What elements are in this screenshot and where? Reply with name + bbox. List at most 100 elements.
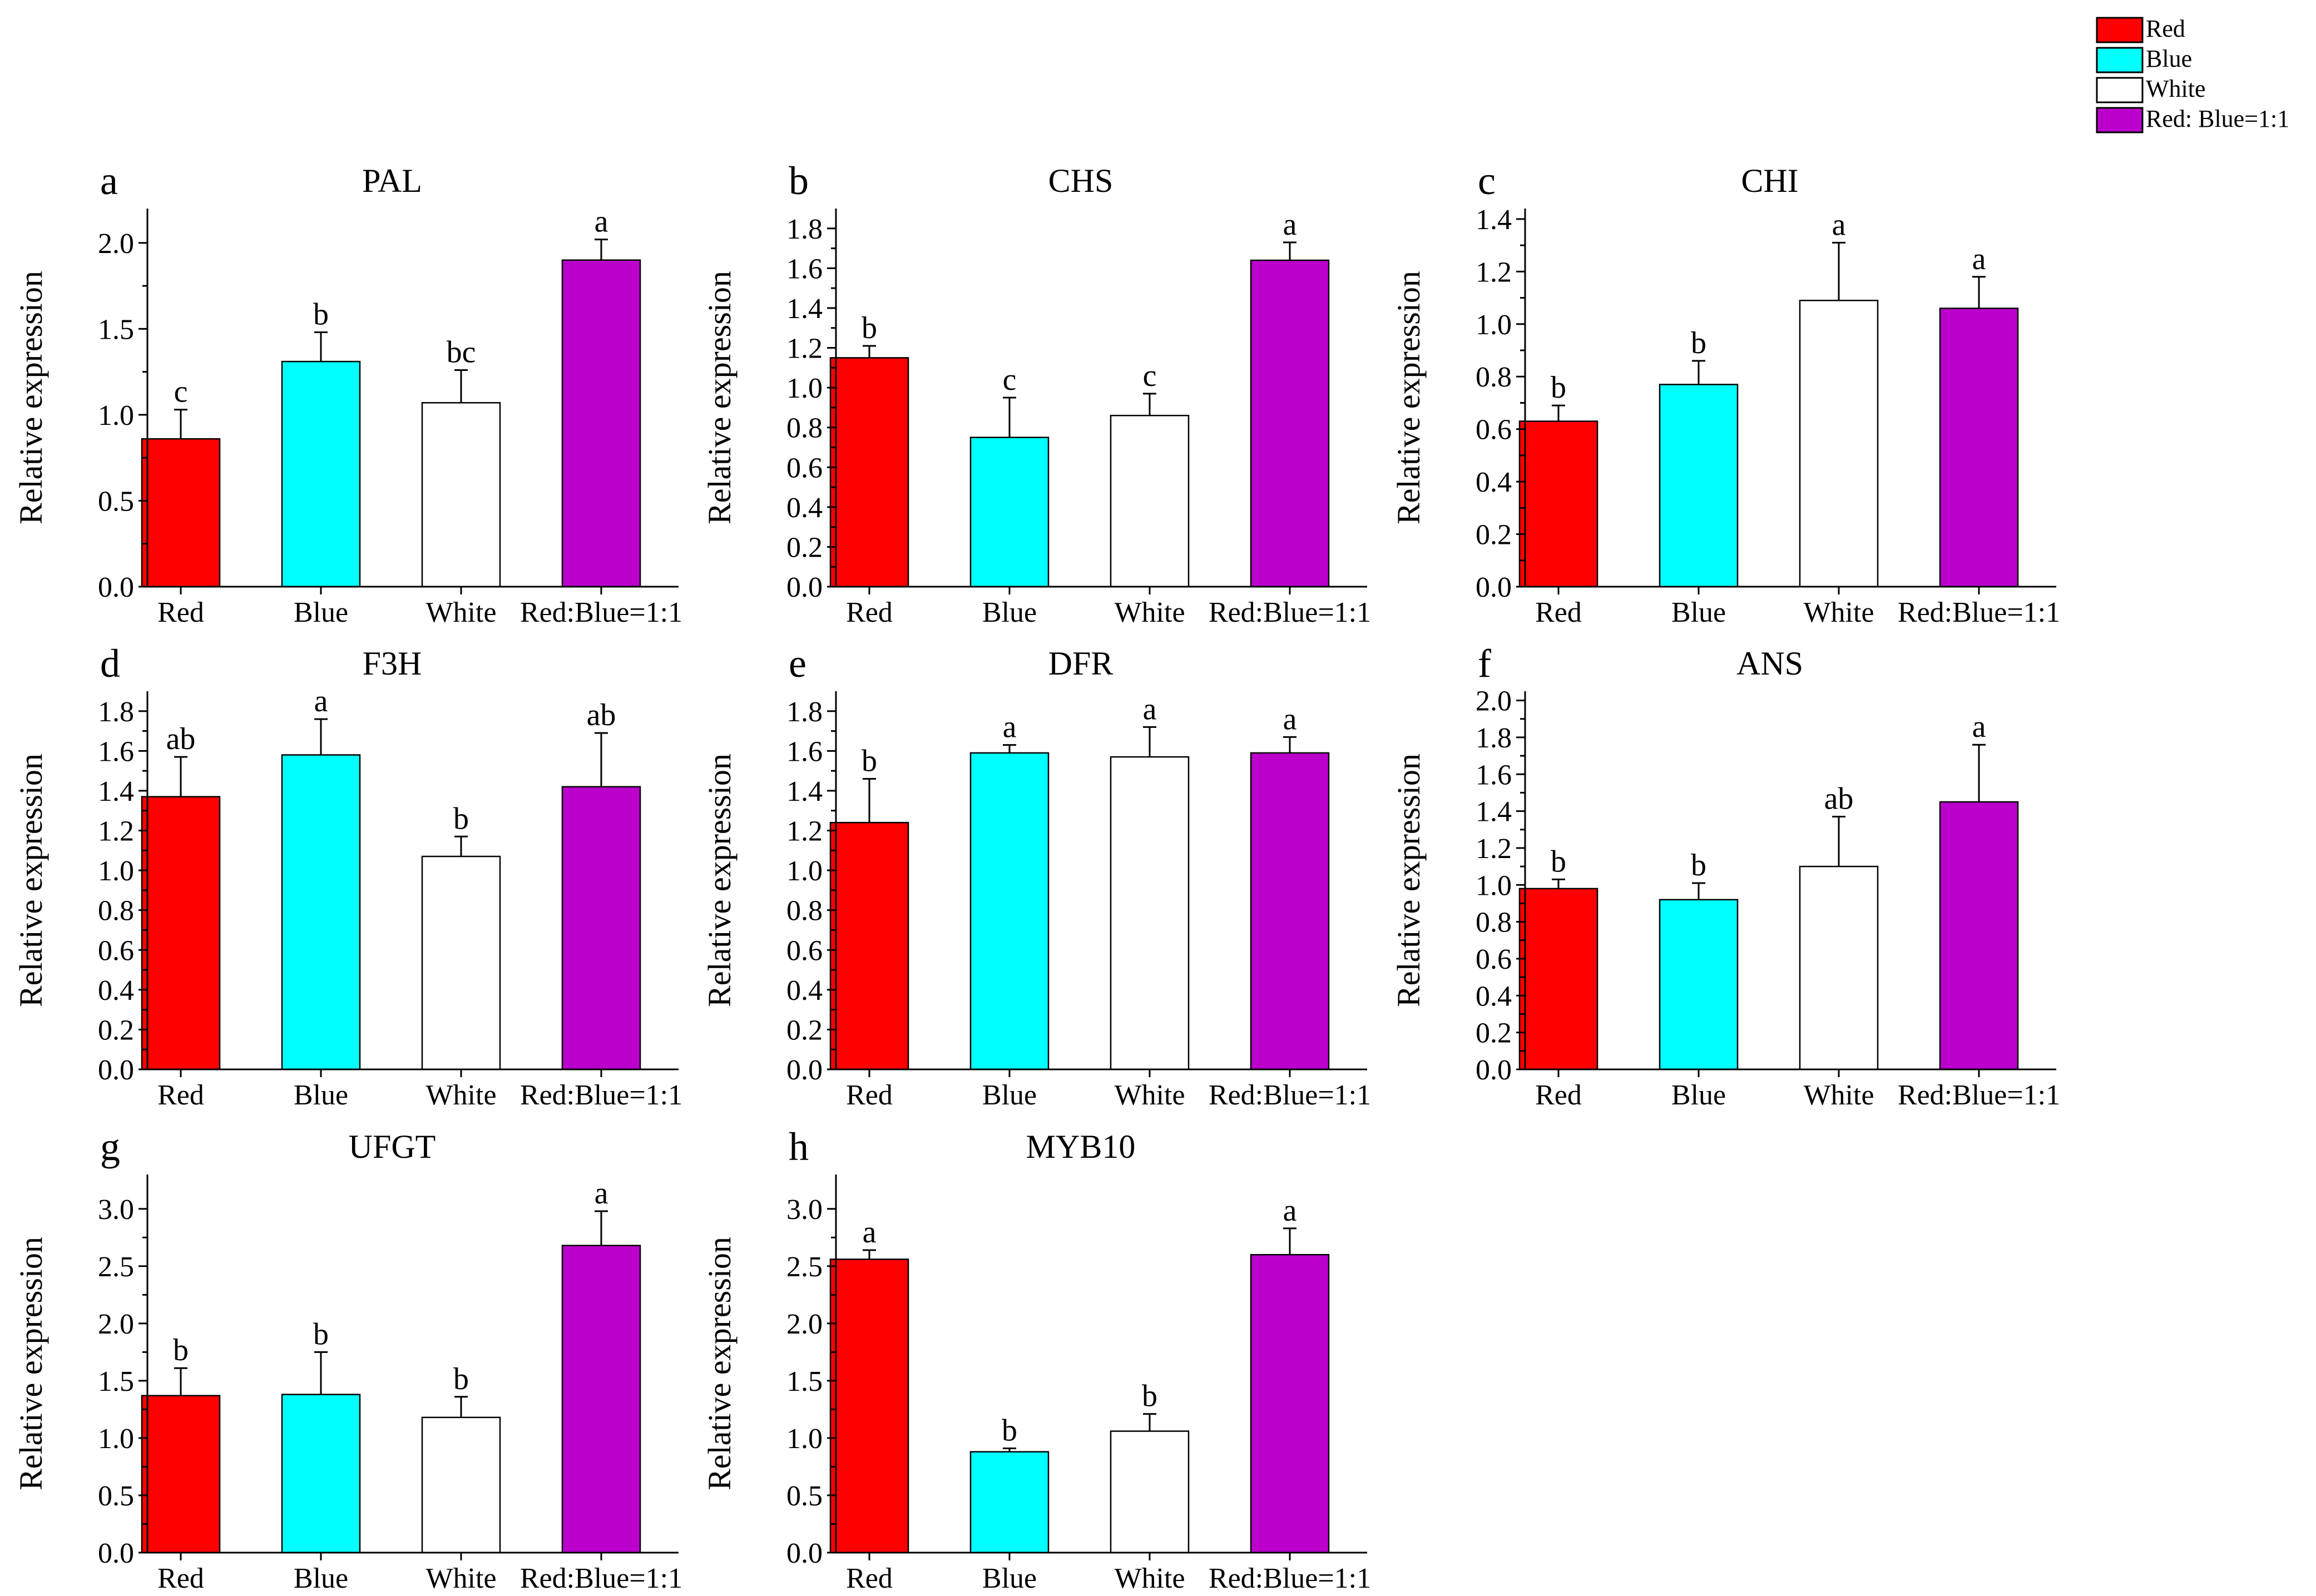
x-tick-label: Red:Blue=1:1 xyxy=(1209,1563,1371,1594)
y-tick-label: 1.2 xyxy=(98,816,134,847)
y-tick-label: 1.8 xyxy=(98,696,134,728)
y-tick-label: 1.4 xyxy=(786,776,823,807)
significance-label: a xyxy=(595,205,608,239)
panel-letter: e xyxy=(789,641,806,686)
y-tick-label: 0.0 xyxy=(786,1054,823,1086)
bar xyxy=(829,357,909,588)
bar xyxy=(1659,899,1739,1070)
x-tick-label: Blue xyxy=(294,1079,348,1111)
y-tick-label: 1.0 xyxy=(98,1423,134,1455)
y-axis-label: Relative expression xyxy=(1390,271,1427,524)
y-tick-label: 1.8 xyxy=(786,696,823,728)
legend-swatch xyxy=(2096,77,2144,103)
legend: Red Blue White Red: Blue=1:1 xyxy=(2096,15,2289,133)
legend-swatch xyxy=(2096,107,2144,133)
y-tick-label: 0.5 xyxy=(786,1480,823,1512)
y-tick-label: 0.6 xyxy=(786,935,823,966)
significance-label: a xyxy=(1143,692,1157,726)
chart-panel-e: e DFR Relative expression b Red a Blue a White a R… xyxy=(701,641,1371,1111)
significance-label: b xyxy=(313,298,329,332)
y-tick-label: 1.2 xyxy=(1476,833,1512,865)
y-tick-label: 1.8 xyxy=(1476,722,1512,754)
x-tick-label: Red xyxy=(846,1563,893,1594)
panel-letter: h xyxy=(789,1124,809,1169)
y-tick-label: 1.6 xyxy=(786,736,823,767)
y-tick-label: 0.2 xyxy=(786,532,823,563)
significance-label: a xyxy=(314,684,328,718)
bar xyxy=(1518,888,1599,1070)
y-axis-label: Relative expression xyxy=(13,754,49,1007)
x-tick-label: Red:Blue=1:1 xyxy=(520,1079,682,1111)
x-tick-label: White xyxy=(425,597,496,628)
significance-label: a xyxy=(1972,710,1986,744)
panel-title: DFR xyxy=(1048,645,1114,682)
significance-label: ab xyxy=(166,722,196,756)
chart-panel-f: f ANS Relative expression b Red b Blue ab White a… xyxy=(1390,641,2060,1111)
y-tick-label: 1.4 xyxy=(98,776,134,807)
significance-label: bc xyxy=(447,335,476,370)
significance-label: a xyxy=(1283,207,1297,242)
x-tick-label: Blue xyxy=(294,597,348,628)
legend-swatch xyxy=(2096,17,2144,43)
x-tick-label: White xyxy=(1803,1079,1874,1111)
y-tick-label: 0.0 xyxy=(1476,572,1512,603)
significance-label: a xyxy=(595,1176,608,1211)
x-tick-label: Red:Blue=1:1 xyxy=(520,1563,682,1594)
x-tick-label: Red xyxy=(157,597,204,628)
significance-label: a xyxy=(1283,702,1297,736)
y-tick-label: 0.0 xyxy=(1476,1054,1512,1086)
x-tick-label: White xyxy=(1114,1079,1185,1111)
y-tick-label: 2.0 xyxy=(98,228,134,260)
y-tick-label: 1.4 xyxy=(1476,204,1512,236)
y-tick-label: 2.0 xyxy=(98,1308,134,1340)
y-tick-label: 1.8 xyxy=(786,214,823,245)
x-tick-label: Blue xyxy=(294,1563,348,1594)
bar xyxy=(1939,801,2019,1070)
significance-label: c xyxy=(174,375,188,409)
significance-label: b xyxy=(1691,326,1706,360)
panel-letter: a xyxy=(100,158,118,203)
panel-title: CHI xyxy=(1741,162,1798,199)
x-tick-label: White xyxy=(425,1563,496,1594)
bar xyxy=(1110,414,1190,588)
y-tick-label: 1.2 xyxy=(786,816,823,847)
panel-letter: d xyxy=(100,641,120,686)
bar xyxy=(141,438,221,588)
significance-label: a xyxy=(1003,710,1017,745)
bar xyxy=(421,855,501,1070)
y-tick-label: 1.6 xyxy=(1476,759,1512,791)
bar xyxy=(1518,420,1599,588)
legend-item: White xyxy=(2096,75,2206,103)
x-tick-label: Blue xyxy=(982,1079,1037,1111)
y-tick-label: 2.0 xyxy=(1476,686,1512,717)
legend-label: White xyxy=(2146,75,2206,102)
y-tick-label: 0.8 xyxy=(786,895,823,927)
y-tick-label: 1.0 xyxy=(1476,309,1512,341)
bar xyxy=(1659,384,1739,588)
panel-letter: b xyxy=(789,158,809,203)
y-tick-label: 1.5 xyxy=(98,1366,134,1397)
x-tick-label: Red:Blue=1:1 xyxy=(1898,1079,2060,1111)
y-tick-label: 1.2 xyxy=(786,333,823,365)
y-tick-label: 1.6 xyxy=(98,736,134,767)
panel-title: F3H xyxy=(363,645,422,682)
x-tick-label: White xyxy=(1114,597,1185,628)
x-tick-label: Red xyxy=(1535,1079,1582,1111)
y-tick-label: 1.0 xyxy=(786,1423,823,1455)
y-tick-label: 0.8 xyxy=(786,413,823,444)
y-tick-label: 0.4 xyxy=(98,975,134,1007)
legend-label: Blue xyxy=(2146,45,2192,72)
legend-swatch xyxy=(2096,47,2144,73)
y-tick-label: 0.6 xyxy=(1476,414,1512,446)
bar xyxy=(969,437,1050,588)
y-tick-label: 1.0 xyxy=(1476,870,1512,901)
legend-item: Blue xyxy=(2096,45,2192,73)
bar xyxy=(1250,259,1330,588)
bar xyxy=(281,360,361,588)
y-axis-label: Relative expression xyxy=(13,1237,49,1490)
y-tick-label: 0.0 xyxy=(786,572,823,603)
y-axis-label: Relative expression xyxy=(13,271,49,524)
x-tick-label: Red:Blue=1:1 xyxy=(1898,597,2060,628)
